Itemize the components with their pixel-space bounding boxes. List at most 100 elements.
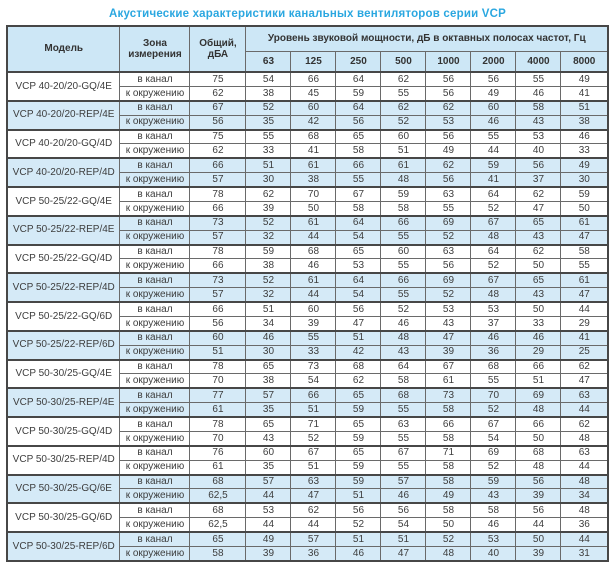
column-header-model: Модель: [6, 25, 121, 73]
table-row: VCP 50-25/22-REP/4E в канал 73 52 61 64 66 69 67…: [6, 214, 609, 245]
band-value-cell: 45: [290, 85, 337, 102]
measurement-zone-cell: в канал: [119, 502, 191, 519]
band-value-cell: 58: [380, 373, 427, 389]
band-value-cell: 48: [425, 545, 472, 562]
band-value-cell: 66: [335, 157, 382, 174]
band-value-cell: 36: [560, 517, 609, 533]
band-value-cell: 48: [380, 172, 427, 188]
band-value-cell: 62: [560, 415, 609, 432]
band-value-cell: 48: [470, 287, 517, 303]
model-name-cell: VCP 40-20/20-REP/4D: [6, 157, 121, 188]
band-value-cell: 47: [335, 315, 382, 332]
total-dba-cell: 66: [189, 157, 247, 174]
band-value-cell: 43: [515, 114, 562, 131]
band-value-cell: 60: [245, 444, 292, 461]
band-value-cell: 65: [335, 243, 382, 260]
table-row: к окружению 57 32 44 54 55 52 48 43 47: [7, 229, 609, 246]
measurement-zone-cell: в канал: [119, 272, 191, 289]
band-value-cell: 34: [560, 488, 609, 504]
band-value-cell: 35: [245, 459, 292, 476]
band-value-cell: 37: [515, 172, 562, 188]
band-value-cell: 55: [290, 329, 337, 346]
model-name-cell: VCP 40-20/20-REP/4E: [6, 99, 121, 130]
band-value-cell: 58: [515, 99, 562, 116]
band-value-cell: 59: [560, 185, 609, 202]
band-value-cell: 70: [470, 387, 517, 404]
band-value-cell: 56: [335, 300, 382, 317]
band-value-cell: 34: [245, 315, 292, 332]
band-value-cell: 56: [515, 502, 562, 519]
band-value-cell: 50: [425, 517, 472, 533]
total-dba-cell: 75: [189, 128, 247, 145]
measurement-zone-cell: к окружению: [119, 517, 191, 533]
band-value-cell: 62: [245, 185, 292, 202]
band-value-cell: 55: [245, 128, 292, 145]
band-value-cell: 64: [380, 358, 427, 375]
measurement-zone-cell: в канал: [119, 358, 191, 375]
band-value-cell: 53: [470, 300, 517, 317]
table-row: VCP 50-30/25-GQ/6E в канал 68 57 63 59 57 58 59 5…: [6, 473, 609, 504]
band-value-cell: 43: [515, 287, 562, 303]
band-value-cell: 42: [335, 344, 382, 361]
table-row: VCP 50-30/25-GQ/4E в канал 78 65 73 68 64 67 68 6…: [6, 358, 609, 389]
total-dba-cell: 67: [189, 99, 247, 116]
band-value-cell: 56: [380, 502, 427, 519]
measurement-zone-cell: в канал: [119, 444, 191, 461]
band-value-cell: 67: [470, 272, 517, 289]
band-value-cell: 39: [515, 545, 562, 562]
table-body: VCP 40-20/20-GQ/4E в канал 75 54 66 64 62 56 56 5…: [6, 70, 609, 562]
table-row: к окружению 61 35 51 59 55 58 52 48 44: [7, 402, 609, 418]
freq-header-63: 63: [245, 51, 292, 73]
band-value-cell: 67: [335, 185, 382, 202]
band-value-cell: 68: [335, 358, 382, 375]
band-value-cell: 46: [470, 114, 517, 131]
band-value-cell: 30: [560, 172, 609, 188]
band-value-cell: 51: [380, 530, 427, 547]
table-row: VCP 50-25/22-GQ/4E в канал 78 62 70 67 59 63 64 6…: [6, 185, 609, 217]
measurement-zone-cell: в канал: [119, 530, 191, 547]
band-value-cell: 55: [335, 172, 382, 188]
band-value-cell: 60: [290, 300, 337, 317]
band-value-cell: 61: [290, 157, 337, 174]
band-value-cell: 58: [425, 473, 472, 490]
band-value-cell: 46: [380, 488, 427, 504]
total-dba-cell: 75: [189, 70, 247, 87]
band-value-cell: 46: [380, 315, 427, 332]
band-value-cell: 43: [470, 488, 517, 504]
band-value-cell: 61: [290, 214, 337, 231]
measurement-zone-cell: в канал: [119, 70, 191, 87]
freq-header-8000: 8000: [560, 51, 609, 73]
band-value-cell: 33: [290, 344, 337, 361]
band-value-cell: 39: [245, 545, 292, 562]
band-value-cell: 43: [515, 229, 562, 246]
band-value-cell: 60: [470, 99, 517, 116]
measurement-zone-cell: к окружению: [119, 229, 191, 246]
band-value-cell: 59: [470, 157, 517, 174]
band-value-cell: 71: [425, 444, 472, 461]
measurement-zone-cell: к окружению: [119, 344, 191, 361]
band-value-cell: 55: [470, 373, 517, 389]
band-value-cell: 40: [515, 143, 562, 159]
band-value-cell: 67: [425, 358, 472, 375]
band-value-cell: 56: [515, 473, 562, 490]
band-value-cell: 52: [425, 287, 472, 303]
band-value-cell: 51: [245, 300, 292, 317]
table-row: VCP 50-30/25-GQ/4D в канал 78 65 71 65 63 66 67 6…: [6, 415, 609, 447]
band-value-cell: 63: [560, 444, 609, 461]
band-value-cell: 39: [290, 315, 337, 332]
measurement-zone-cell: в канал: [119, 128, 191, 145]
band-value-cell: 50: [515, 300, 562, 317]
total-dba-cell: 66: [189, 258, 247, 274]
band-value-cell: 51: [380, 143, 427, 159]
band-value-cell: 58: [380, 200, 427, 217]
band-value-cell: 66: [515, 415, 562, 432]
band-value-cell: 59: [380, 185, 427, 202]
measurement-zone-cell: в канал: [119, 473, 191, 490]
band-value-cell: 64: [335, 99, 382, 116]
band-value-cell: 65: [515, 272, 562, 289]
table-row: к окружению 62,5 44 47 51 46 49 43 39 34: [7, 488, 609, 504]
band-value-cell: 61: [290, 272, 337, 289]
band-value-cell: 46: [515, 329, 562, 346]
band-value-cell: 47: [425, 329, 472, 346]
band-value-cell: 65: [245, 358, 292, 375]
